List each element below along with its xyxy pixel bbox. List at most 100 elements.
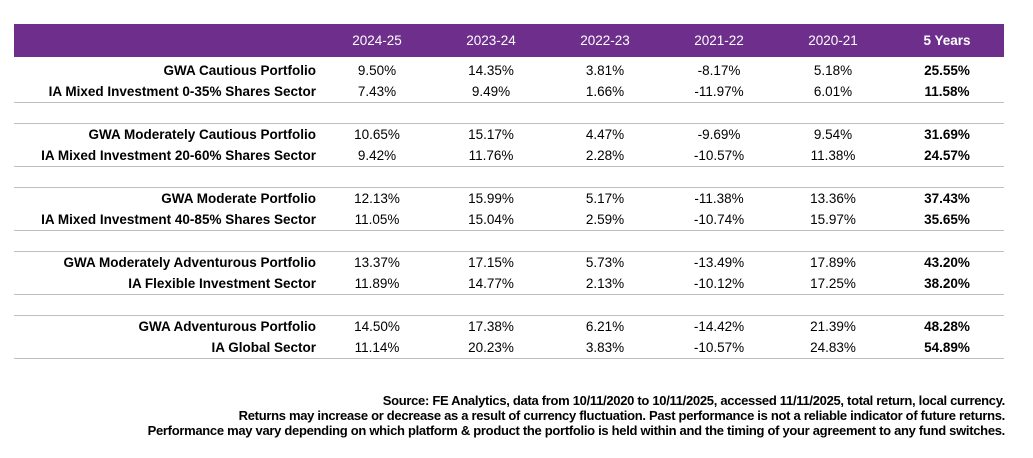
performance-table: 2024-25 2023-24 2022-23 2021-22 2020-21 …	[14, 24, 1004, 359]
value-cell: -10.57%	[693, 148, 745, 163]
value-cell: 15.97%	[810, 212, 856, 227]
group-moderately-cautious: GWA Moderately Cautious Portfolio 10.65%…	[14, 123, 1004, 167]
value-cell: 9.42%	[357, 148, 397, 163]
table-row: IA Flexible Investment Sector 11.89% 14.…	[14, 273, 1004, 294]
row-label: IA Mixed Investment 0-35% Shares Sector	[48, 84, 316, 99]
table-row: IA Mixed Investment 20-60% Shares Sector…	[14, 145, 1004, 166]
value-cell: 6.21%	[585, 319, 625, 334]
value-cell: -10.74%	[693, 212, 745, 227]
row-label: IA Global Sector	[211, 340, 316, 355]
disclaimer-footer: Source: FE Analytics, data from 10/11/20…	[147, 393, 1006, 438]
footer-source-line: Source: FE Analytics, data from 10/11/20…	[382, 393, 1006, 408]
group-spacer	[14, 167, 1004, 187]
value-cell: 21.39%	[810, 319, 856, 334]
row-label: GWA Moderate Portfolio	[161, 191, 316, 206]
table-row: GWA Adventurous Portfolio 14.50% 17.38% …	[14, 316, 1004, 337]
group-spacer	[14, 103, 1004, 123]
value-cell-5-years: 48.28%	[924, 319, 970, 334]
value-cell-5-years: 11.58%	[924, 84, 970, 99]
value-cell: 14.35%	[468, 63, 514, 78]
column-header-2021-22: 2021-22	[694, 33, 744, 48]
value-cell: 9.54%	[813, 127, 853, 142]
value-cell-5-years: 24.57%	[924, 148, 970, 163]
column-header-2024-25: 2024-25	[352, 33, 402, 48]
row-label: GWA Cautious Portfolio	[163, 63, 317, 78]
value-cell: 13.37%	[354, 255, 400, 270]
value-cell: 17.15%	[468, 255, 514, 270]
value-cell: 17.89%	[810, 255, 856, 270]
group-spacer	[14, 295, 1004, 315]
value-cell-5-years: 54.89%	[924, 340, 970, 355]
group-moderately-adventurous: GWA Moderately Adventurous Portfolio 13.…	[14, 251, 1004, 295]
table-row: IA Mixed Investment 0-35% Shares Sector …	[14, 81, 1004, 102]
value-cell: 6.01%	[813, 84, 853, 99]
value-cell: 15.99%	[468, 191, 514, 206]
column-header-2020-21: 2020-21	[808, 33, 858, 48]
value-cell: -13.49%	[693, 255, 745, 270]
value-cell: 3.81%	[585, 63, 625, 78]
value-cell: 7.43%	[357, 84, 397, 99]
column-header-2023-24: 2023-24	[466, 33, 516, 48]
value-cell: 5.73%	[585, 255, 625, 270]
value-cell: 11.38%	[810, 148, 856, 163]
row-label: IA Mixed Investment 40-85% Shares Sector	[41, 212, 316, 227]
value-cell: 20.23%	[468, 340, 514, 355]
value-cell: 17.25%	[810, 276, 856, 291]
value-cell: 11.76%	[468, 148, 514, 163]
value-cell: -8.17%	[697, 63, 741, 78]
value-cell: -14.42%	[693, 319, 745, 334]
value-cell: 9.49%	[471, 84, 511, 99]
value-cell: 12.13%	[354, 191, 400, 206]
group-adventurous: GWA Adventurous Portfolio 14.50% 17.38% …	[14, 315, 1004, 359]
table-header-row: 2024-25 2023-24 2022-23 2021-22 2020-21 …	[14, 24, 1004, 57]
row-label: GWA Adventurous Portfolio	[138, 319, 317, 334]
value-cell: 24.83%	[810, 340, 856, 355]
value-cell: 15.04%	[468, 212, 514, 227]
value-cell: 2.59%	[585, 212, 625, 227]
value-cell: -11.97%	[694, 84, 744, 99]
value-cell: 2.13%	[585, 276, 625, 291]
value-cell: 5.17%	[585, 191, 625, 206]
value-cell: 15.17%	[468, 127, 514, 142]
value-cell: 11.05%	[354, 212, 400, 227]
value-cell: 13.36%	[810, 191, 856, 206]
value-cell: 11.14%	[354, 340, 400, 355]
value-cell: 4.47%	[585, 127, 625, 142]
value-cell: 5.18%	[813, 63, 853, 78]
table-row: IA Mixed Investment 40-85% Shares Sector…	[14, 209, 1004, 230]
value-cell: 14.77%	[468, 276, 514, 291]
column-header-5-years: 5 Years	[923, 33, 971, 48]
table-row: GWA Cautious Portfolio 9.50% 14.35% 3.81…	[14, 60, 1004, 81]
table-row: IA Global Sector 11.14% 20.23% 3.83% -10…	[14, 337, 1004, 358]
value-cell-5-years: 25.55%	[924, 63, 970, 78]
value-cell: 11.89%	[354, 276, 400, 291]
value-cell-5-years: 37.43%	[924, 191, 970, 206]
row-label: GWA Moderately Adventurous Portfolio	[63, 255, 316, 270]
value-cell-5-years: 31.69%	[924, 127, 970, 142]
value-cell-5-years: 35.65%	[924, 212, 970, 227]
value-cell: 2.28%	[585, 148, 625, 163]
footer-platform-line: Performance may vary depending on which …	[147, 423, 1006, 438]
footer-risk-line: Returns may increase or decrease as a re…	[238, 408, 1006, 423]
value-cell-5-years: 43.20%	[924, 255, 970, 270]
value-cell: 3.83%	[585, 340, 625, 355]
group-moderate: GWA Moderate Portfolio 12.13% 15.99% 5.1…	[14, 187, 1004, 231]
column-header-2022-23: 2022-23	[580, 33, 630, 48]
table-row: GWA Moderately Adventurous Portfolio 13.…	[14, 252, 1004, 273]
row-label: IA Flexible Investment Sector	[128, 276, 316, 291]
row-label: IA Mixed Investment 20-60% Shares Sector	[41, 148, 316, 163]
group-spacer	[14, 231, 1004, 251]
value-cell-5-years: 38.20%	[924, 276, 970, 291]
value-cell: -10.57%	[693, 340, 745, 355]
value-cell: 14.50%	[354, 319, 400, 334]
table-row: GWA Moderate Portfolio 12.13% 15.99% 5.1…	[14, 188, 1004, 209]
value-cell: -11.38%	[694, 191, 744, 206]
value-cell: -10.12%	[693, 276, 745, 291]
row-label: GWA Moderately Cautious Portfolio	[88, 127, 316, 142]
value-cell: -9.69%	[697, 127, 741, 142]
value-cell: 1.66%	[585, 84, 625, 99]
value-cell: 9.50%	[357, 63, 397, 78]
group-cautious: GWA Cautious Portfolio 9.50% 14.35% 3.81…	[14, 57, 1004, 103]
table-row: GWA Moderately Cautious Portfolio 10.65%…	[14, 124, 1004, 145]
